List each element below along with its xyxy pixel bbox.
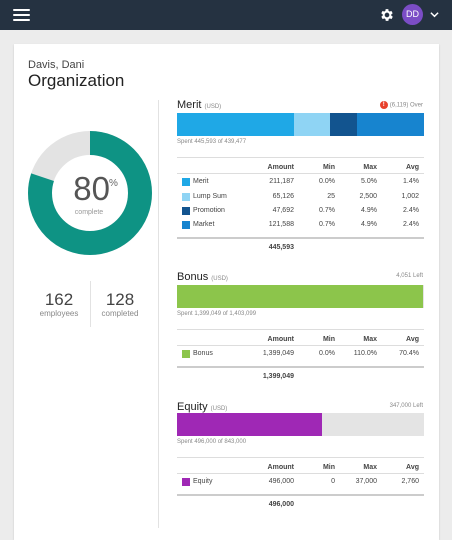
equity-spent: Spent 496,000 of 843,000 [177,439,247,445]
merit-segment [177,113,295,136]
row-avg: 1.4% [403,178,419,185]
column-header-max: Max [363,164,377,171]
row-amount: 65,126 [272,193,294,200]
gear-icon[interactable] [379,7,395,23]
employees-count: 162 [44,290,74,309]
completed-label: completed [101,309,139,318]
row-min: 0.7% [319,207,335,214]
row-avg: 2.4% [403,221,419,228]
row-amount: 211,187 [269,178,294,185]
row-label: Lump Sum [193,193,227,200]
bonus-total: 1,399,049 [262,373,294,380]
column-header-avg: Avg [406,336,419,343]
bonus-status: 4,051 Left [396,273,423,279]
row-max: 110.0% [353,350,377,357]
column-header-amount: Amount [267,464,294,471]
equity-status: 347,000 Left [389,403,423,409]
merit-bar [177,113,424,136]
divider [177,157,424,158]
equity-swatch [182,478,190,486]
top-bar: DD [0,0,452,30]
row-min: 0.7% [319,221,335,228]
equity-fill [177,413,323,436]
column-header-min: Min [322,336,335,343]
row-amount: 496,000 [268,478,294,485]
divider [177,173,424,174]
column-header-avg: Avg [406,464,419,471]
donut-progress-arc [28,131,152,255]
equity-bar [177,413,424,436]
avatar[interactable]: DD [402,4,423,25]
column-header-avg: Avg [406,164,419,171]
row-label: Merit [193,178,209,185]
column-header-max: Max [363,464,377,471]
bonus-bar [177,285,424,308]
column-header-min: Min [322,164,335,171]
column-header-amount: Amount [267,164,294,171]
chevron-down-icon[interactable] [430,10,439,19]
alert-icon: ! [379,101,388,109]
row-amount: 47,692 [272,207,294,214]
row-min: 0.0% [319,178,335,185]
bonus-spent: Spent 1,399,049 of 1,403,099 [177,311,257,317]
market-swatch [182,221,190,229]
divider [177,473,424,474]
total-divider [177,237,424,239]
row-max: 37,000 [355,478,377,485]
row-label: Market [193,221,215,228]
lump-sum-swatch [182,193,190,201]
row-label: Bonus [193,350,213,357]
row-amount: 121,588 [268,221,294,228]
divider [177,345,424,346]
equity-title: Equity (USD) [177,401,228,413]
bonus-swatch [182,350,190,358]
employees-label: employees [39,309,79,318]
column-header-amount: Amount [267,336,294,343]
column-divider [158,100,159,528]
promotion-segment [330,113,357,136]
row-avg: 2.4% [403,207,419,214]
merit-status: ! (6,119) Over [379,101,423,109]
divider [177,329,424,330]
row-max: 2,500 [359,193,377,200]
row-amount: 1,399,049 [262,350,294,357]
column-header-max: Max [363,336,377,343]
row-max: 4.9% [361,207,377,214]
menu-icon[interactable] [13,9,30,21]
market-segment [356,113,424,136]
row-label: Promotion [193,207,225,214]
bonus-title: Bonus (USD) [177,271,228,283]
bonus-fill [177,285,424,308]
row-min: 0 [331,478,335,485]
completed-count: 128 [105,290,135,309]
merit-swatch [182,178,190,186]
row-max: 4.9% [361,221,377,228]
total-divider [177,494,424,496]
row-avg: 70.4% [399,350,419,357]
stat-divider [90,281,91,327]
divider [177,457,424,458]
employee-name: Davis, Dani [28,59,85,71]
row-min: 0.0% [319,350,335,357]
completion-percent: 80 [73,170,110,207]
merit-title: Merit (USD) [177,99,222,111]
row-max: 5.0% [361,178,377,185]
percent-sign: % [109,178,118,189]
column-header-min: Min [322,464,335,471]
merit-total: 445,593 [268,244,294,251]
page-title: Organization [28,71,125,90]
lump-sum-segment [294,113,331,136]
row-avg: 1,002 [401,193,419,200]
row-avg: 2,760 [401,478,419,485]
row-min: 25 [327,193,335,200]
equity-total: 496,000 [268,501,294,508]
completion-donut [28,131,152,255]
total-divider [177,366,424,368]
promotion-swatch [182,207,190,215]
completion-label: complete [74,209,104,216]
row-label: Equity [193,478,213,485]
merit-spent: Spent 445,593 of 439,477 [177,139,247,145]
